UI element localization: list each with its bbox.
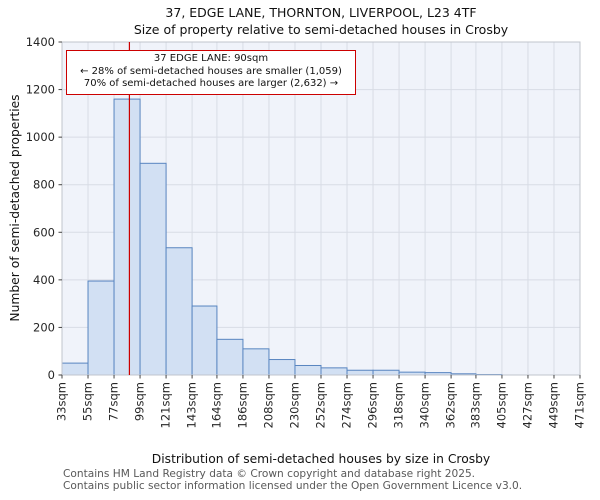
x-tick-label: 383sqm [468, 382, 482, 428]
x-tick-label: 449sqm [546, 382, 560, 428]
x-tick-label: 471sqm [573, 382, 587, 428]
histogram-bar[interactable] [139, 162, 167, 376]
attribution-line2: Contains public sector information licen… [63, 479, 523, 492]
attribution-line1: Contains HM Land Registry data © Crown c… [63, 468, 476, 480]
y-tick-label: 1200 [26, 83, 55, 97]
x-tick-label: 186sqm [235, 382, 249, 428]
x-tick-label: 274sqm [340, 382, 354, 428]
chart-title: 37, EDGE LANE, THORNTON, LIVERPOOL, L23 … [165, 5, 477, 20]
histogram-bar[interactable] [87, 280, 115, 376]
annotation-box: 37 EDGE LANE: 90sqm ← 28% of semi-detach… [66, 50, 356, 95]
x-tick-label: 33sqm [55, 382, 69, 421]
histogram-bar[interactable] [372, 369, 400, 376]
x-tick-label: 99sqm [133, 382, 147, 421]
y-axis-label: Number of semi-detached properties [8, 94, 22, 322]
x-tick-label: 77sqm [107, 382, 121, 421]
x-tick-label: 208sqm [261, 382, 275, 428]
x-tick-label: 362sqm [444, 382, 458, 428]
chart-subtitle: Size of property relative to semi-detach… [133, 22, 509, 37]
histogram-bar[interactable] [113, 98, 141, 376]
y-tick-label: 0 [48, 368, 55, 382]
histogram-bar[interactable] [268, 359, 296, 376]
y-tick-label: 600 [33, 225, 55, 239]
annotation-property-size: 37 EDGE LANE: 90sqm [153, 53, 269, 64]
x-tick-label: 55sqm [81, 382, 95, 421]
y-tick-label: 1000 [26, 130, 55, 144]
histogram-bar[interactable] [346, 369, 374, 376]
x-axis-label: Distribution of semi-detached houses by … [151, 452, 491, 466]
attribution: Contains HM Land Registry data © Crown c… [63, 468, 523, 492]
x-tick-label: 230sqm [287, 382, 301, 428]
x-tick-label: 296sqm [366, 382, 380, 428]
x-tick-label: 340sqm [418, 382, 432, 428]
x-tick-label: 427sqm [520, 382, 534, 428]
x-tick-label: 164sqm [209, 382, 223, 428]
histogram-bar[interactable] [165, 247, 193, 376]
y-tick-label: 800 [33, 178, 55, 192]
x-tick-label: 143sqm [185, 382, 199, 428]
histogram-bar[interactable] [191, 305, 218, 376]
histogram-bar[interactable] [61, 362, 89, 376]
annotation-smaller-share: ← 28% of semi-detached houses are smalle… [80, 65, 342, 77]
histogram-bar[interactable] [216, 338, 244, 376]
y-tick-label: 200 [33, 320, 55, 334]
x-tick-label: 318sqm [392, 382, 406, 428]
annotation-larger-share: 70% of semi-detached houses are larger (… [83, 78, 339, 90]
histogram-bar[interactable] [294, 364, 322, 376]
y-tick-label: 400 [33, 273, 55, 287]
x-tick-label: 405sqm [494, 382, 508, 428]
x-tick-label: 252sqm [314, 382, 328, 428]
x-tick-label: 121sqm [159, 382, 173, 428]
histogram-bar[interactable] [242, 348, 270, 376]
histogram-bar[interactable] [320, 367, 348, 376]
y-tick-label: 1400 [26, 35, 55, 49]
